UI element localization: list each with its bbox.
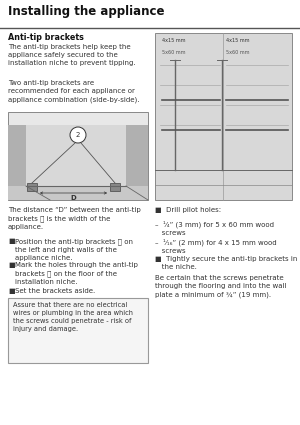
Text: Installing the appliance: Installing the appliance xyxy=(8,5,164,18)
Text: 5x60 mm: 5x60 mm xyxy=(162,50,185,55)
Text: 2: 2 xyxy=(76,132,80,138)
FancyBboxPatch shape xyxy=(8,125,26,193)
FancyBboxPatch shape xyxy=(126,125,148,193)
FancyBboxPatch shape xyxy=(110,183,120,191)
FancyBboxPatch shape xyxy=(26,125,126,186)
Text: ■  Drill pilot holes:: ■ Drill pilot holes: xyxy=(155,207,221,213)
Text: –  ¹⁄₁₆” (2 mm) for 4 x 15 mm wood
   screws: – ¹⁄₁₆” (2 mm) for 4 x 15 mm wood screws xyxy=(155,238,277,253)
Text: ■: ■ xyxy=(8,238,15,244)
Text: 5x60 mm: 5x60 mm xyxy=(226,50,250,55)
Text: D: D xyxy=(70,195,76,201)
Text: 4x15 mm: 4x15 mm xyxy=(162,38,185,43)
Circle shape xyxy=(70,127,86,143)
Text: The distance “D” between the anti-tip
brackets Ⓑ is the width of the
appliance.: The distance “D” between the anti-tip br… xyxy=(8,207,141,230)
Text: ■  Tightly secure the anti-tip brackets in
   the niche.: ■ Tightly secure the anti-tip brackets i… xyxy=(155,256,297,270)
Text: Be certain that the screws penetrate
through the flooring and into the wall
plat: Be certain that the screws penetrate thr… xyxy=(155,275,286,298)
Text: Set the brackets aside.: Set the brackets aside. xyxy=(15,288,95,294)
Text: The anti-tip brackets help keep the
appliance safely secured to the
installation: The anti-tip brackets help keep the appl… xyxy=(8,44,136,66)
FancyBboxPatch shape xyxy=(27,183,37,191)
FancyBboxPatch shape xyxy=(8,112,148,200)
FancyBboxPatch shape xyxy=(8,186,148,200)
Text: Position the anti-tip brackets Ⓑ on
the left and right walls of the
appliance ni: Position the anti-tip brackets Ⓑ on the … xyxy=(15,238,133,261)
Text: Anti-tip brackets: Anti-tip brackets xyxy=(8,33,84,42)
Text: Mark the holes through the anti-tip
brackets Ⓑ on the floor of the
installation : Mark the holes through the anti-tip brac… xyxy=(15,262,138,285)
Text: 4x15 mm: 4x15 mm xyxy=(226,38,250,43)
FancyBboxPatch shape xyxy=(155,33,292,200)
FancyBboxPatch shape xyxy=(8,298,148,363)
Text: –  ¹⁄₄” (3 mm) for 5 x 60 mm wood
   screws: – ¹⁄₄” (3 mm) for 5 x 60 mm wood screws xyxy=(155,220,274,235)
Text: ■: ■ xyxy=(8,288,15,294)
Text: Assure that there are no electrical
wires or plumbing in the area which
the scre: Assure that there are no electrical wire… xyxy=(13,302,133,332)
Text: ■: ■ xyxy=(8,262,15,268)
Text: Two anti-tip brackets are
recommended for each appliance or
appliance combinatio: Two anti-tip brackets are recommended fo… xyxy=(8,80,140,102)
